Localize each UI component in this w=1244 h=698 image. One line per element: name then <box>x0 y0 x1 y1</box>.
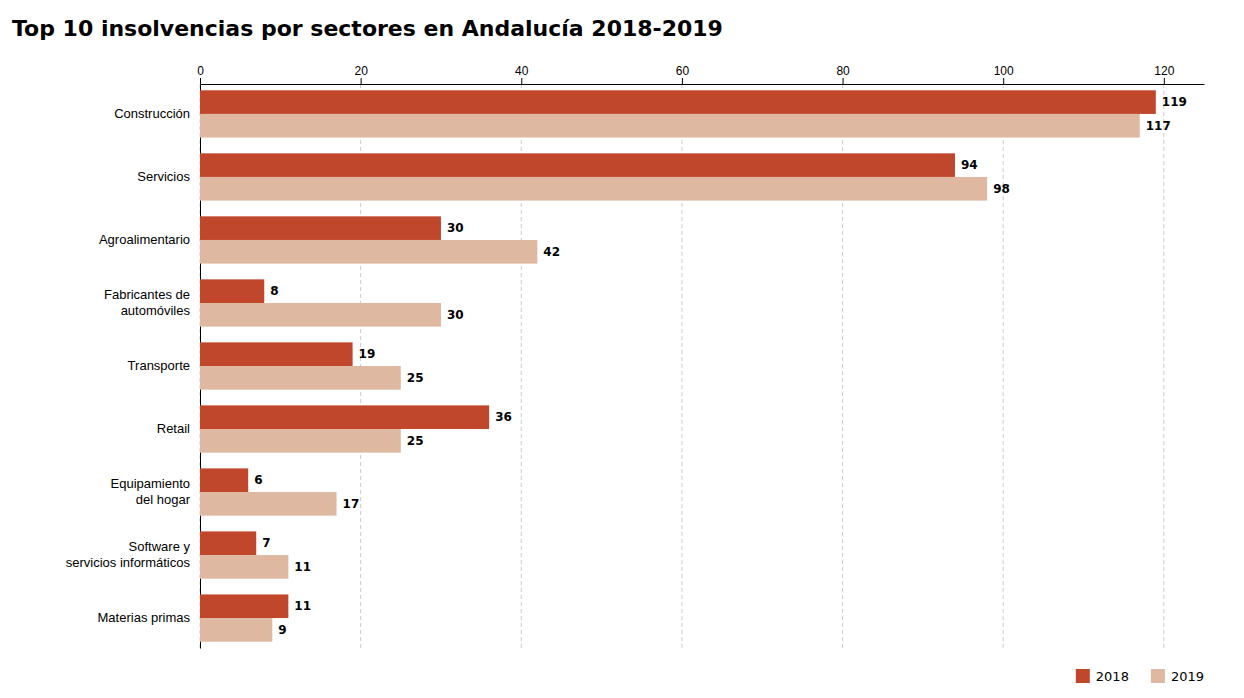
y-tick: Software yservicios informáticos <box>66 539 200 570</box>
chart: Top 10 insolvencias por sectores en Anda… <box>0 0 1244 698</box>
legend-swatch <box>1076 669 1090 683</box>
x-tick-mark <box>361 78 362 84</box>
x-tick: 40 <box>515 64 529 84</box>
bars <box>200 90 1156 641</box>
y-tick-label: Equipamientodel hogar <box>111 476 191 507</box>
title: Top 10 insolvencias por sectores en Anda… <box>12 16 723 41</box>
bar <box>200 429 401 453</box>
data-label: 6 <box>254 473 262 487</box>
bar <box>200 594 288 618</box>
bar <box>200 303 441 327</box>
bar <box>200 240 537 264</box>
y-tick-label: Software yservicios informáticos <box>66 539 191 570</box>
data-label: 11 <box>294 599 311 613</box>
plot: 0 20 40 60 80 100 120 Construcción Servicios Agro… <box>66 64 1205 649</box>
data-label: 8 <box>270 284 278 298</box>
y-tick-label: Transporte <box>128 358 190 373</box>
y-tick: Materias primas <box>98 610 200 625</box>
legend-item: 2019 <box>1151 669 1204 684</box>
bar <box>200 216 441 240</box>
y-tick: Agroalimentario <box>99 232 200 247</box>
data-label: 11 <box>294 560 311 574</box>
bar <box>200 468 248 492</box>
bar <box>200 618 272 642</box>
y-tick-label: Construcción <box>114 106 190 121</box>
y-tick: Fabricantes deautomóviles <box>104 287 200 318</box>
x-tick-label: 20 <box>354 64 368 78</box>
legend: 2018 2019 <box>1076 669 1204 684</box>
data-label: 25 <box>407 371 424 385</box>
bar <box>200 153 955 177</box>
grid-line <box>1003 84 1004 648</box>
bar <box>200 114 1140 138</box>
data-label: 7 <box>262 536 270 550</box>
bar <box>200 366 401 390</box>
bar <box>200 279 264 303</box>
grid-line <box>1163 84 1164 648</box>
data-label: 98 <box>993 182 1010 196</box>
bar <box>200 555 288 579</box>
x-tick-mark <box>200 78 201 84</box>
x-tick: 120 <box>1154 64 1174 84</box>
legend-label: 2018 <box>1096 669 1129 684</box>
y-axis: Construcción Servicios Agroalimentario Fabr… <box>66 85 201 649</box>
x-tick-mark <box>521 78 522 84</box>
x-tick: 20 <box>354 64 368 84</box>
bar <box>200 342 353 366</box>
y-tick-label: Materias primas <box>98 610 191 625</box>
data-label: 25 <box>407 434 424 448</box>
x-tick: 80 <box>836 64 850 84</box>
y-tick: Retail <box>157 421 200 436</box>
y-tick: Construcción <box>114 106 200 121</box>
bar <box>200 405 489 429</box>
data-label: 94 <box>961 158 978 172</box>
data-label: 42 <box>543 245 560 259</box>
x-tick-label: 120 <box>1154 64 1174 78</box>
x-tick-mark <box>1164 78 1165 84</box>
data-labels: 1199430819366711117984230252517119 <box>254 95 1187 637</box>
legend-item: 2018 <box>1076 669 1129 684</box>
bar <box>200 531 256 555</box>
x-tick-mark <box>843 78 844 84</box>
x-tick-label: 60 <box>676 64 690 78</box>
y-tick-label: Agroalimentario <box>99 232 190 247</box>
bar <box>200 90 1156 114</box>
legend-swatch <box>1151 669 1165 683</box>
data-label: 117 <box>1146 119 1171 133</box>
y-tick-label: Retail <box>157 421 190 436</box>
data-label: 19 <box>359 347 376 361</box>
grid <box>200 84 1164 648</box>
y-tick-label: Servicios <box>137 169 190 184</box>
x-tick-mark <box>682 78 683 84</box>
data-label: 36 <box>495 410 512 424</box>
bar <box>200 177 987 201</box>
x-tick-label: 0 <box>197 64 204 78</box>
y-tick-label: Fabricantes deautomóviles <box>104 287 190 318</box>
x-axis-line <box>201 84 1205 85</box>
x-tick: 60 <box>676 64 690 84</box>
data-label: 30 <box>447 308 464 322</box>
y-tick: Servicios <box>137 169 200 184</box>
data-label: 30 <box>447 221 464 235</box>
x-tick: 0 <box>197 64 204 84</box>
x-axis: 0 20 40 60 80 100 120 <box>197 64 1204 85</box>
x-tick-mark <box>1003 78 1004 84</box>
legend-label: 2019 <box>1171 669 1204 684</box>
data-label: 17 <box>343 497 360 511</box>
x-tick-label: 80 <box>836 64 850 78</box>
x-tick: 100 <box>994 64 1014 84</box>
bar <box>200 492 337 516</box>
data-label: 119 <box>1162 95 1187 109</box>
y-tick: Transporte <box>128 358 200 373</box>
x-tick-label: 100 <box>994 64 1014 78</box>
x-tick-label: 40 <box>515 64 529 78</box>
y-tick: Equipamientodel hogar <box>111 476 201 507</box>
data-label: 9 <box>278 623 286 637</box>
